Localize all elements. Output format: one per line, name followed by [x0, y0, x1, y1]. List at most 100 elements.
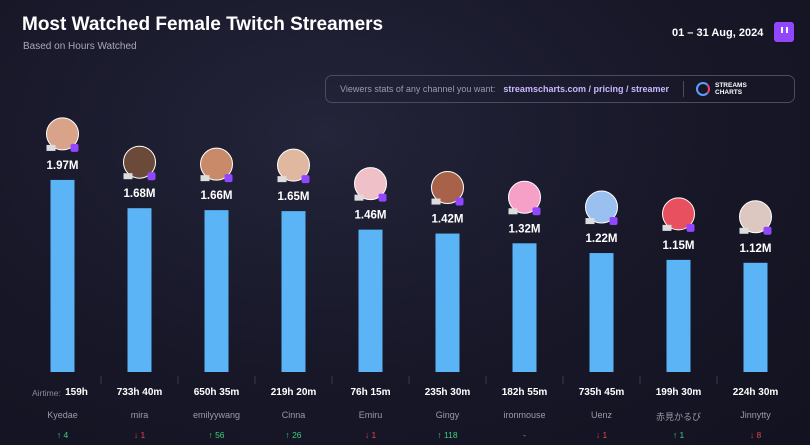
avatar — [200, 147, 233, 181]
banner-text: Viewers stats of any channel you want: — [340, 84, 496, 94]
twitch-badge-icon — [455, 197, 464, 206]
twitch-badge-icon — [609, 217, 618, 226]
date-range: 01 – 31 Aug, 2024 — [672, 27, 764, 39]
rank-change-value: 8 — [756, 430, 762, 440]
rank-change: ↓ 1 — [101, 430, 178, 440]
rank-change-value: - — [523, 430, 526, 440]
streams-charts-logo: STREAMS CHARTS — [696, 82, 749, 96]
country-flag-icon — [123, 173, 133, 180]
streamer-name: Kyedae — [47, 410, 78, 420]
twitch-logo-icon — [774, 22, 794, 42]
country-flag-icon — [200, 175, 210, 182]
value-label: 1.12M — [740, 243, 772, 255]
airtime-label: Airtime: — [32, 388, 61, 398]
avatar — [739, 200, 772, 234]
country-flag-icon — [739, 227, 749, 234]
airtime-value: 219h 20m — [270, 387, 317, 398]
twitch-badge-icon — [147, 172, 156, 181]
bar-Jinnytty[interactable] — [743, 262, 768, 372]
twitch-badge-icon — [686, 223, 695, 232]
twitch-badge-icon — [763, 226, 772, 235]
bar-Uenz[interactable] — [589, 253, 614, 372]
bar-赤見かるび[interactable] — [666, 259, 691, 372]
bar-Kyedae[interactable] — [50, 179, 75, 372]
arrow-down-icon: ↓ — [749, 430, 757, 440]
rank-change: ↓ 8 — [717, 430, 794, 440]
airtime-value: 182h 55m — [501, 387, 548, 398]
bar-ironmouse[interactable] — [512, 243, 537, 372]
streamer-name: mira — [130, 410, 149, 420]
bar-Gingy[interactable] — [435, 233, 460, 372]
avatar — [508, 180, 541, 214]
streamer-name: Gingy — [435, 410, 460, 420]
country-flag-icon — [508, 208, 518, 215]
avatar — [585, 190, 618, 224]
country-flag-icon — [354, 194, 364, 201]
streamer-name: 赤見かるび — [655, 412, 701, 422]
avatar — [46, 117, 79, 151]
arrow-down-icon: ↓ — [133, 430, 141, 440]
rank-change: ↑ 26 — [255, 430, 332, 440]
banner-link[interactable]: streamscharts.com / pricing / streamer — [503, 84, 669, 94]
arrow-up-icon: ↑ — [672, 430, 680, 440]
country-flag-icon — [662, 224, 672, 231]
rank-change: ↑ 1 — [640, 430, 717, 440]
rank-change-value: 1 — [371, 430, 377, 440]
arrow-up-icon: ↑ — [56, 430, 64, 440]
rank-change-value: 1 — [679, 430, 685, 440]
page-title: Most Watched Female Twitch Streamers — [22, 14, 384, 35]
value-label: 1.97M — [47, 160, 79, 172]
airtime-value: 650h 35m — [193, 387, 240, 398]
rank-change: ↑ 56 — [178, 430, 255, 440]
airtime-value: 735h 45m — [578, 387, 625, 398]
value-label: 1.32M — [509, 223, 541, 235]
streamer-name: Jinnytty — [740, 410, 771, 420]
value-label: 1.42M — [432, 214, 464, 226]
bar-mira[interactable] — [127, 208, 152, 372]
rank-change: ↓ 1 — [563, 430, 640, 440]
airtime-value: 235h 30m — [424, 387, 471, 398]
rank-change-value: 118 — [444, 430, 458, 440]
rank-change: ↑ 4 — [24, 430, 101, 440]
rank-change: ↑ 118 — [409, 430, 486, 440]
streams-charts-logo-icon — [696, 82, 710, 96]
airtime-value: 733h 40m — [116, 387, 163, 398]
twitch-badge-icon — [224, 174, 233, 183]
promo-banner[interactable]: Viewers stats of any channel you want: s… — [325, 75, 795, 103]
value-label: 1.68M — [124, 188, 156, 200]
arrow-down-icon: ↓ — [364, 430, 372, 440]
arrow-up-icon: ↑ — [285, 430, 293, 440]
value-label: 1.65M — [278, 191, 310, 203]
country-flag-icon — [46, 144, 56, 151]
logo-text: STREAMS CHARTS — [715, 82, 747, 96]
rank-change-value: 1 — [140, 430, 146, 440]
airtime-value: 224h 30m — [732, 387, 779, 398]
arrow-up-icon: ↑ — [208, 430, 216, 440]
airtime-value: 76h 15m — [350, 387, 391, 398]
twitch-badge-icon — [378, 193, 387, 202]
avatar — [123, 145, 156, 179]
value-label: 1.46M — [355, 210, 387, 222]
twitch-badge-icon — [70, 143, 79, 152]
streamer-name: Emiru — [358, 410, 383, 420]
value-label: 1.15M — [663, 240, 695, 252]
country-flag-icon — [431, 198, 441, 205]
avatar — [662, 197, 695, 231]
rank-change-value: 56 — [215, 430, 225, 440]
streamer-name: Cinna — [281, 410, 306, 420]
twitch-badge-icon — [301, 175, 310, 184]
value-label: 1.22M — [586, 233, 618, 245]
value-label: 1.66M — [201, 190, 233, 202]
streamer-name: emilyywang — [192, 410, 241, 420]
rank-change-value: 4 — [63, 430, 69, 440]
bar-emilyywang[interactable] — [204, 210, 229, 372]
streamer-name: Uenz — [590, 410, 612, 420]
bar-Cinna[interactable] — [281, 211, 306, 372]
page-subtitle: Based on Hours Watched — [23, 41, 137, 52]
arrow-down-icon: ↓ — [595, 430, 603, 440]
avatar — [431, 171, 464, 205]
bar-Emiru[interactable] — [358, 229, 383, 372]
streamer-name: ironmouse — [503, 410, 546, 420]
rank-change-value: 1 — [602, 430, 608, 440]
